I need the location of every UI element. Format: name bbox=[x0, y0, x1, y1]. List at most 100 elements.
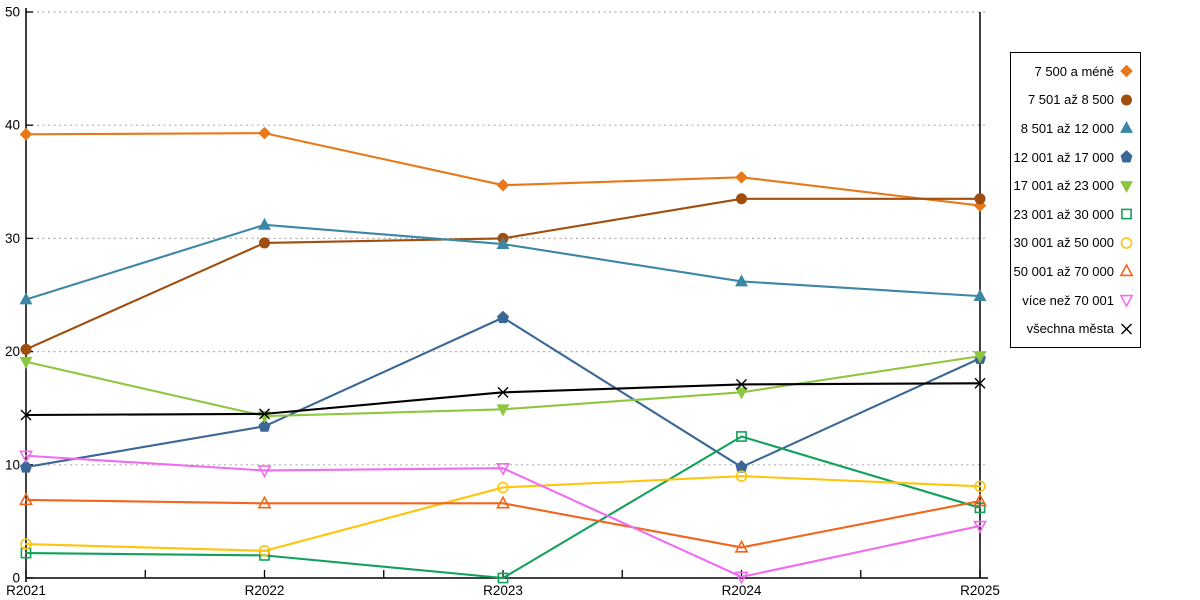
y-tick-label: 30 bbox=[5, 231, 20, 246]
triangle-up-marker-icon bbox=[1119, 263, 1134, 277]
legend-marker-icon bbox=[1121, 208, 1132, 220]
y-tick-label: 10 bbox=[5, 457, 20, 472]
series-line-7 bbox=[24, 498, 982, 549]
pentagon-marker-icon bbox=[1120, 150, 1133, 163]
triangle-down-marker-icon bbox=[1119, 294, 1134, 308]
x-cross-marker-icon bbox=[1121, 323, 1132, 335]
diamond-marker-icon bbox=[258, 126, 271, 140]
series-line-8 bbox=[24, 454, 982, 578]
legend-item-label: více než 70 001 bbox=[1022, 292, 1114, 308]
x-cross-marker-icon bbox=[736, 378, 747, 390]
x-tick-label: R2024 bbox=[722, 583, 762, 598]
legend-item-label: 8 501 až 12 000 bbox=[1020, 120, 1114, 136]
x-tick-label: R2021 bbox=[6, 583, 46, 598]
series-line-5 bbox=[24, 435, 982, 580]
triangle-down-marker-icon bbox=[496, 462, 510, 476]
circle-marker-icon bbox=[974, 480, 986, 493]
legend-item-label: 17 001 až 23 000 bbox=[1013, 178, 1114, 194]
triangle-up-marker-icon bbox=[734, 539, 749, 553]
legend-item: 30 001 až 50 000 bbox=[1011, 235, 1140, 251]
legend-marker-icon bbox=[1119, 294, 1134, 308]
circle-marker-icon bbox=[1120, 237, 1133, 249]
triangle-down-marker-icon bbox=[734, 571, 749, 585]
legend-marker-icon bbox=[1120, 121, 1133, 134]
square-marker-icon bbox=[497, 572, 509, 584]
circle-marker-icon bbox=[735, 470, 748, 482]
triangle-down-marker-icon bbox=[19, 450, 33, 464]
x-cross-marker-icon bbox=[497, 386, 509, 398]
circle-marker-icon bbox=[258, 545, 271, 557]
triangle-up-marker-icon bbox=[19, 492, 33, 506]
y-tick-label: 40 bbox=[5, 118, 20, 133]
legend-item-label: 7 501 až 8 500 bbox=[1027, 92, 1114, 108]
triangle-up-marker-icon bbox=[258, 217, 271, 230]
legend-item: 17 001 až 23 000 bbox=[1011, 178, 1140, 194]
legend-item: 12 001 až 17 000 bbox=[1011, 149, 1140, 165]
circle-marker-icon bbox=[20, 343, 32, 355]
series-line-1 bbox=[24, 197, 982, 351]
legend-item-label: 23 001 až 30 000 bbox=[1013, 206, 1114, 222]
square-marker-icon bbox=[1121, 208, 1132, 220]
circle-marker-icon bbox=[20, 538, 32, 550]
triangle-up-marker-icon bbox=[496, 237, 510, 249]
legend: 7 500 a méně 7 501 až 8 500 8 501 až 12 00… bbox=[1010, 52, 1141, 348]
diamond-marker-icon bbox=[496, 178, 510, 192]
pentagon-marker-icon bbox=[735, 460, 748, 473]
x-cross-marker-icon bbox=[974, 377, 986, 389]
y-tick-label: 50 bbox=[5, 5, 20, 20]
legend-item: více než 70 001 bbox=[1011, 292, 1140, 308]
y-tick-label: 0 bbox=[12, 571, 20, 586]
legend-item: 7 501 až 8 500 bbox=[1011, 92, 1140, 108]
legend-marker-icon bbox=[1120, 150, 1133, 163]
x-tick-label: R2022 bbox=[245, 583, 285, 598]
triangle-up-marker-icon bbox=[973, 493, 987, 507]
x-cross-marker-icon bbox=[20, 409, 32, 421]
legend-marker-icon bbox=[1120, 237, 1133, 249]
legend-item-label: 30 001 až 50 000 bbox=[1013, 235, 1114, 251]
legend-marker-icon bbox=[1120, 180, 1133, 193]
pentagon-marker-icon bbox=[20, 460, 32, 473]
circle-marker-icon bbox=[497, 481, 509, 494]
triangle-up-marker-icon bbox=[1120, 121, 1133, 134]
triangle-down-marker-icon bbox=[19, 356, 33, 369]
triangle-down-marker-icon bbox=[496, 404, 510, 417]
triangle-up-marker-icon bbox=[973, 289, 987, 302]
x-tick-label: R2023 bbox=[483, 583, 523, 598]
circle-marker-icon bbox=[736, 193, 747, 205]
legend-item-label: všechna města bbox=[1026, 321, 1114, 337]
pentagon-marker-icon bbox=[497, 310, 509, 324]
legend-item-label: 50 001 až 70 000 bbox=[1013, 263, 1114, 279]
series-line-6 bbox=[24, 475, 982, 552]
diamond-marker-icon bbox=[735, 170, 748, 184]
triangle-up-marker-icon bbox=[19, 292, 33, 305]
legend-item-label: 7 500 a méně bbox=[1034, 63, 1114, 79]
y-tick-label: 20 bbox=[5, 344, 20, 359]
triangle-down-marker-icon bbox=[973, 520, 987, 534]
square-marker-icon bbox=[974, 502, 986, 514]
triangle-up-marker-icon bbox=[257, 495, 272, 509]
legend-item: 8 501 až 12 000 bbox=[1011, 120, 1140, 136]
legend-marker-icon bbox=[1121, 323, 1132, 335]
triangle-up-marker-icon bbox=[735, 274, 748, 287]
diamond-marker-icon bbox=[19, 127, 33, 141]
triangle-down-marker-icon bbox=[1120, 180, 1133, 193]
legend-item-label: 12 001 až 17 000 bbox=[1013, 149, 1114, 165]
legend-item: 50 001 až 70 000 bbox=[1011, 263, 1140, 279]
triangle-down-marker-icon bbox=[973, 351, 987, 364]
legend-item: 23 001 až 30 000 bbox=[1011, 206, 1140, 222]
circle-marker-icon bbox=[974, 193, 986, 205]
x-tick-label: R2025 bbox=[960, 583, 1000, 598]
circle-marker-icon bbox=[1121, 94, 1132, 106]
pentagon-marker-icon bbox=[258, 419, 271, 432]
circle-marker-icon bbox=[259, 237, 270, 249]
triangle-down-marker-icon bbox=[735, 387, 748, 400]
x-cross-marker-icon bbox=[259, 408, 270, 420]
legend-marker-icon bbox=[1121, 94, 1132, 106]
triangle-up-marker-icon bbox=[496, 495, 510, 509]
series-line-0 bbox=[24, 132, 982, 207]
triangle-down-marker-icon bbox=[257, 465, 272, 479]
legend-item: 7 500 a méně bbox=[1011, 63, 1140, 79]
diamond-marker-icon bbox=[1120, 64, 1133, 78]
